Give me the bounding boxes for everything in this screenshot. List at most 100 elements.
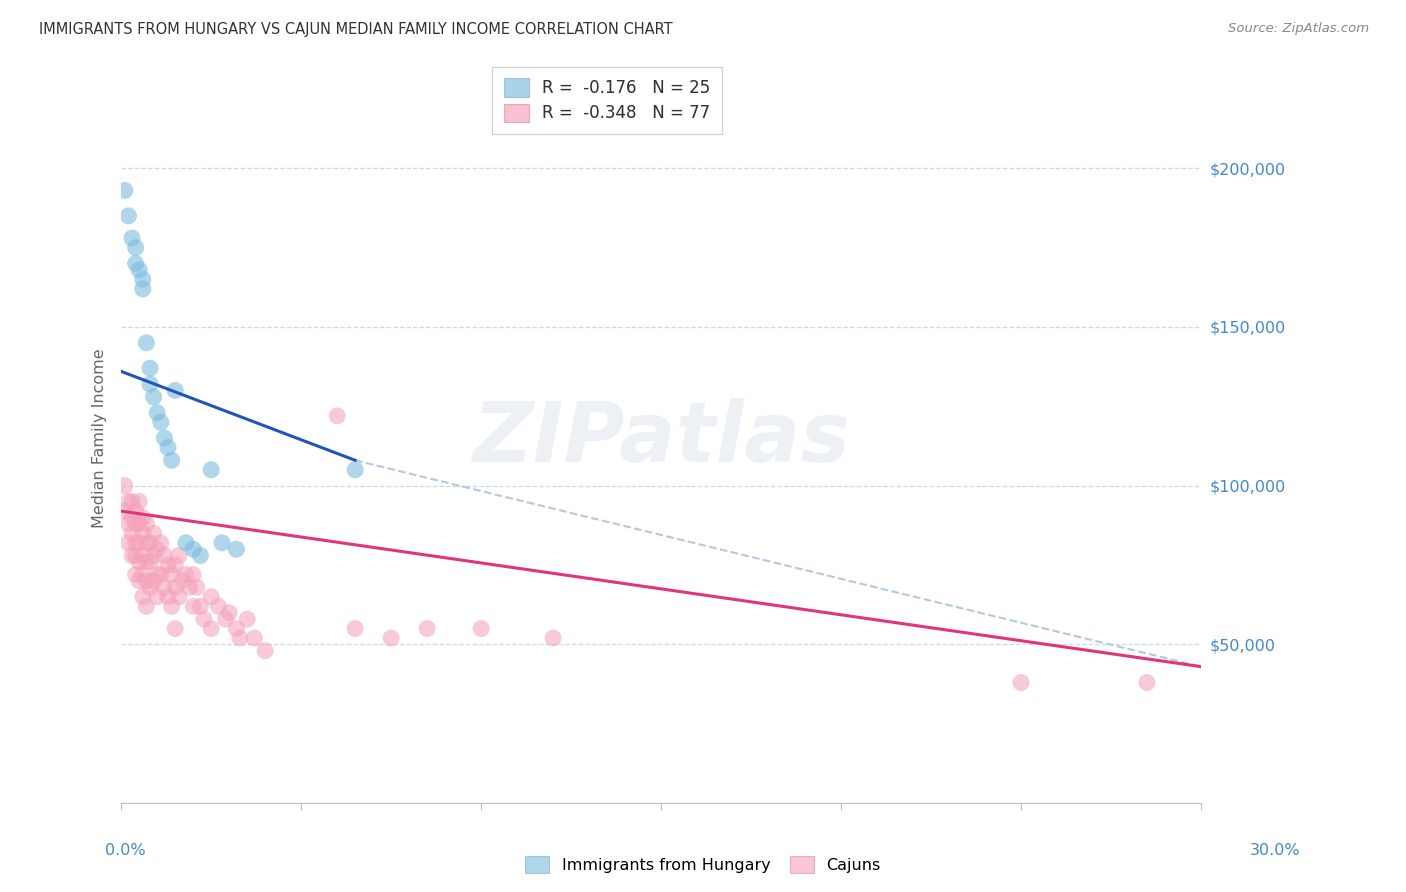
Point — [344, 622, 367, 636]
Point — [135, 599, 157, 614]
Point — [142, 526, 165, 541]
Point — [190, 599, 212, 614]
Point — [121, 526, 143, 541]
Point — [117, 516, 139, 531]
Point — [190, 549, 212, 563]
Point — [200, 463, 222, 477]
Point — [181, 567, 204, 582]
Point — [132, 282, 155, 296]
Point — [149, 415, 172, 429]
Point — [172, 574, 194, 588]
Point — [124, 549, 146, 563]
Point — [153, 580, 176, 594]
Point — [135, 555, 157, 569]
Point — [207, 599, 229, 614]
Point — [254, 644, 277, 658]
Point — [160, 453, 183, 467]
Point — [114, 184, 136, 198]
Point — [128, 574, 150, 588]
Point — [117, 536, 139, 550]
Point — [117, 494, 139, 508]
Point — [128, 262, 150, 277]
Point — [121, 549, 143, 563]
Point — [200, 622, 222, 636]
Point — [114, 504, 136, 518]
Point — [114, 478, 136, 492]
Point — [124, 241, 146, 255]
Point — [146, 406, 169, 420]
Point — [139, 580, 162, 594]
Point — [179, 580, 201, 594]
Point — [165, 558, 187, 572]
Point — [128, 536, 150, 550]
Point — [135, 536, 157, 550]
Point — [139, 555, 162, 569]
Text: 0.0%: 0.0% — [105, 843, 146, 858]
Point — [124, 567, 146, 582]
Point — [153, 431, 176, 445]
Point — [167, 590, 190, 604]
Point — [165, 622, 187, 636]
Point — [132, 590, 155, 604]
Point — [139, 377, 162, 392]
Point — [142, 549, 165, 563]
Y-axis label: Median Family Income: Median Family Income — [93, 348, 107, 528]
Point — [225, 622, 247, 636]
Point — [135, 574, 157, 588]
Point — [225, 542, 247, 557]
Point — [135, 335, 157, 350]
Point — [132, 567, 155, 582]
Point — [1010, 675, 1032, 690]
Point — [174, 536, 197, 550]
Point — [146, 542, 169, 557]
Point — [160, 567, 183, 582]
Point — [121, 510, 143, 524]
Point — [156, 558, 179, 572]
Text: Source: ZipAtlas.com: Source: ZipAtlas.com — [1229, 22, 1369, 36]
Point — [160, 599, 183, 614]
Point — [135, 516, 157, 531]
Point — [1136, 675, 1159, 690]
Point — [139, 536, 162, 550]
Point — [153, 549, 176, 563]
Point — [470, 622, 492, 636]
Legend: R =  -0.176   N = 25, R =  -0.348   N = 77: R = -0.176 N = 25, R = -0.348 N = 77 — [492, 67, 723, 134]
Point — [128, 494, 150, 508]
Point — [200, 590, 222, 604]
Point — [344, 463, 367, 477]
Point — [146, 567, 169, 582]
Point — [243, 631, 266, 645]
Point — [186, 580, 208, 594]
Point — [174, 567, 197, 582]
Point — [416, 622, 439, 636]
Point — [132, 526, 155, 541]
Point — [541, 631, 564, 645]
Point — [121, 494, 143, 508]
Point — [167, 549, 190, 563]
Point — [132, 510, 155, 524]
Point — [181, 542, 204, 557]
Point — [121, 231, 143, 245]
Text: ZIPatlas: ZIPatlas — [472, 398, 851, 479]
Text: 30.0%: 30.0% — [1250, 843, 1301, 858]
Point — [149, 567, 172, 582]
Point — [156, 441, 179, 455]
Point — [181, 599, 204, 614]
Point — [142, 574, 165, 588]
Point — [156, 590, 179, 604]
Point — [380, 631, 402, 645]
Point — [132, 272, 155, 286]
Point — [165, 384, 187, 398]
Point — [211, 536, 233, 550]
Point — [124, 516, 146, 531]
Point — [218, 606, 240, 620]
Point — [128, 555, 150, 569]
Point — [124, 256, 146, 270]
Point — [236, 612, 259, 626]
Point — [214, 612, 236, 626]
Point — [139, 361, 162, 376]
Point — [149, 536, 172, 550]
Point — [124, 536, 146, 550]
Point — [326, 409, 349, 423]
Point — [165, 580, 187, 594]
